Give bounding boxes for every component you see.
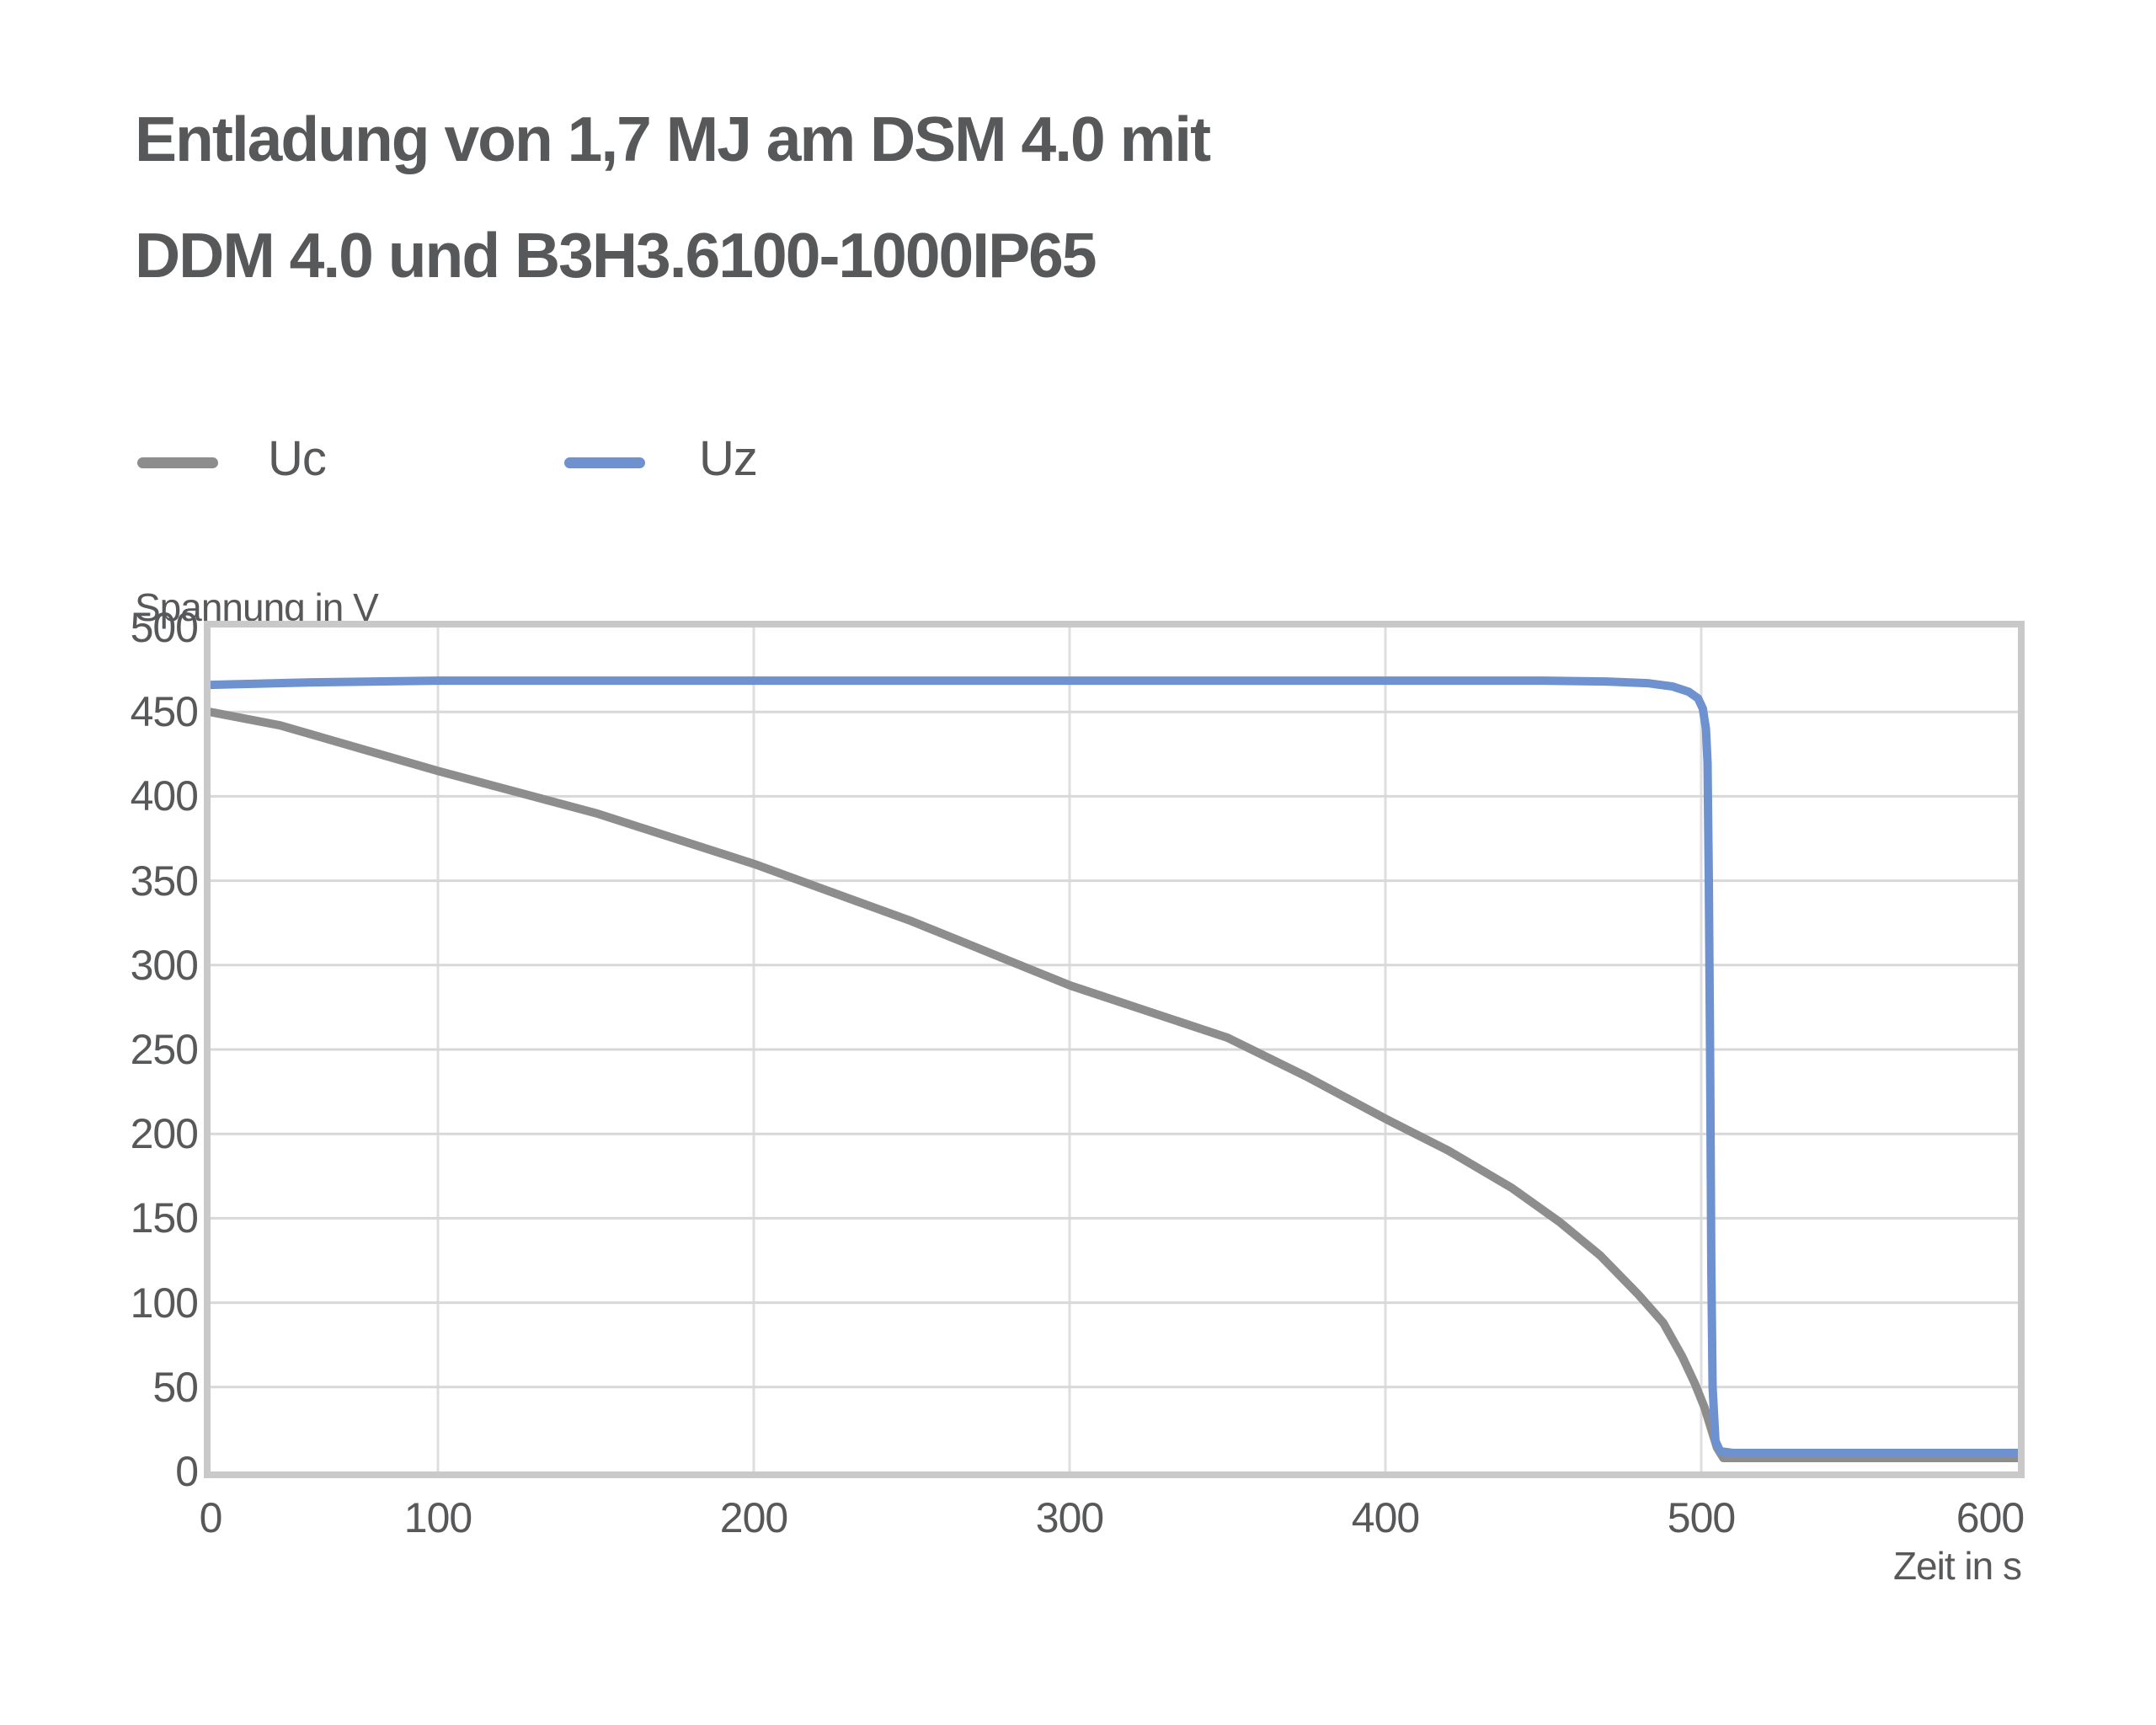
x-tick-label-600: 600 [1956,1494,2025,1541]
chart-title-line1: Entladung von 1,7 MJ am DSM 4.0 mit [135,104,1211,174]
y-tick-label-500: 500 [130,604,199,651]
x-tick-label-300: 300 [1035,1494,1104,1541]
legend-swatch-uz [564,457,645,468]
legend: Uc Uz [0,425,1179,501]
chart-title: Entladung von 1,7 MJ am DSM 4.0 mit DDM … [135,81,1211,313]
series-line-uc [211,708,2018,1462]
y-tick-label-150: 150 [130,1194,199,1242]
y-tick-label-350: 350 [130,857,199,905]
y-tick-label-250: 250 [130,1026,199,1073]
y-tick-label-300: 300 [130,941,199,989]
chart-title-line2: DDM 4.0 und B3H3.6100-1000IP65 [135,220,1097,291]
y-tick-label-200: 200 [130,1110,199,1158]
plot-svg [211,628,2018,1471]
x-axis-title: Zeit in s [1892,1544,2022,1588]
y-tick-label-50: 50 [152,1363,199,1411]
x-tick-label-500: 500 [1667,1494,1736,1541]
plot-area [204,621,2025,1478]
x-tick-label-100: 100 [403,1494,472,1541]
y-tick-label-100: 100 [130,1279,199,1327]
x-tick-label-400: 400 [1351,1494,1420,1541]
y-tick-label-400: 400 [130,772,199,820]
legend-label-uc: Uc [268,431,327,486]
legend-label-uz: Uz [699,431,758,486]
series-line-uz [211,676,2018,1457]
x-tick-label-0: 0 [199,1494,223,1541]
legend-swatch-uc [137,457,218,468]
y-tick-label-450: 450 [130,688,199,736]
x-tick-label-200: 200 [719,1494,788,1541]
y-tick-label-0: 0 [175,1448,199,1495]
